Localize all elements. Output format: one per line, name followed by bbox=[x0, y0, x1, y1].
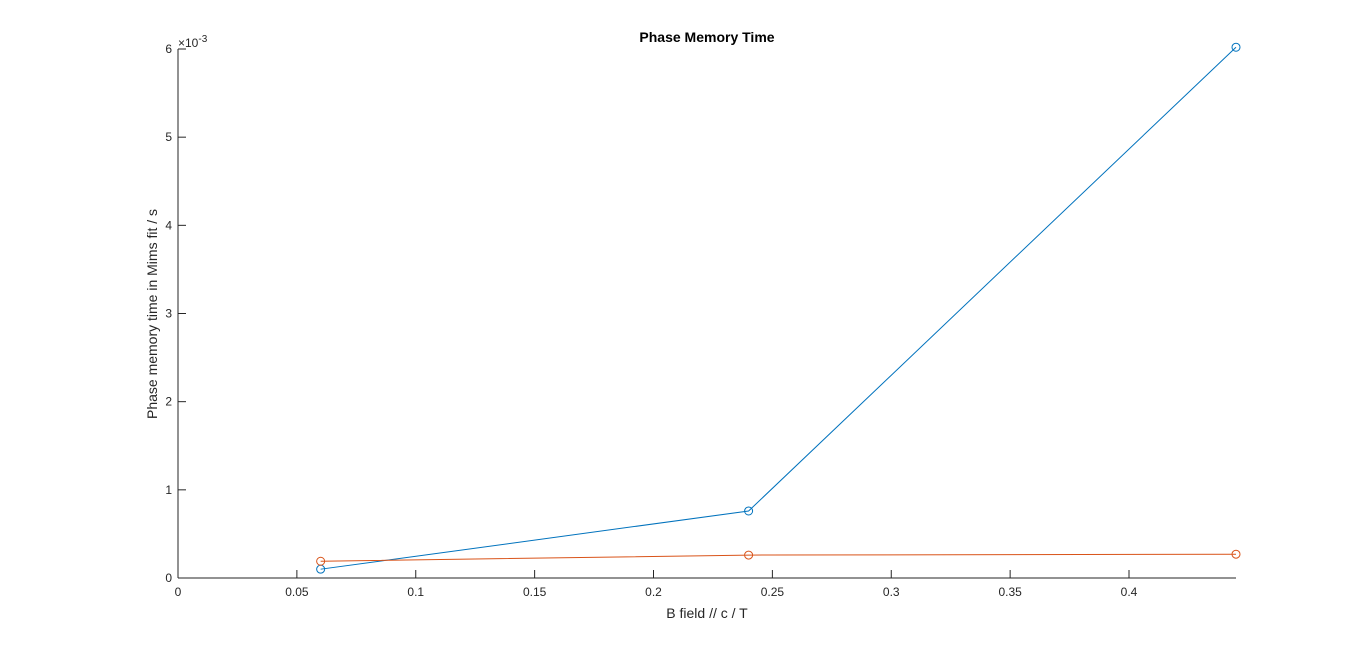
y-tick-label: 4 bbox=[165, 218, 172, 232]
y-tick-label: 5 bbox=[165, 130, 172, 144]
y-ticks: 0 1 2 3 4 5 6 bbox=[165, 42, 186, 585]
x-tick-label: 0.35 bbox=[998, 585, 1022, 599]
axes-layer bbox=[177, 49, 1236, 579]
x-tick-label: 0.25 bbox=[761, 585, 785, 599]
chart-title: Phase Memory Time bbox=[639, 29, 774, 45]
y-axis-label: Phase memory time in Mims fit / s bbox=[144, 209, 160, 419]
x-tick-label: 0.05 bbox=[285, 585, 309, 599]
x-axis-label: B field // c / T bbox=[666, 605, 748, 621]
x-tick-label: 0.3 bbox=[883, 585, 900, 599]
y-tick-label: 1 bbox=[165, 483, 172, 497]
y-exponent-label: ×10-3 bbox=[178, 34, 208, 50]
exponent-power: -3 bbox=[198, 34, 207, 45]
data-point bbox=[316, 556, 326, 566]
x-ticks: 0 0.05 0.1 0.15 0.2 0.25 0.3 0.35 0.4 bbox=[175, 570, 1138, 599]
series-layer bbox=[316, 42, 1241, 574]
series-2 bbox=[316, 549, 1241, 566]
y-tick-label: 3 bbox=[165, 307, 172, 321]
x-tick-label: 0 bbox=[175, 585, 182, 599]
x-tick-label: 0.15 bbox=[523, 585, 547, 599]
x-tick-label: 0.1 bbox=[407, 585, 424, 599]
y-tick-label: 0 bbox=[165, 571, 172, 585]
x-tick-label: 0.2 bbox=[645, 585, 662, 599]
y-tick-label: 2 bbox=[165, 395, 172, 409]
series-1 bbox=[316, 42, 1241, 574]
series-line bbox=[320, 46, 1237, 570]
series-line bbox=[320, 553, 1237, 562]
data-point bbox=[1231, 42, 1241, 52]
exponent-base: ×10 bbox=[178, 36, 199, 50]
svg-text:×10-3: ×10-3 bbox=[178, 34, 208, 50]
y-tick-label: 6 bbox=[165, 42, 172, 56]
data-point bbox=[744, 506, 754, 516]
x-tick-label: 0.4 bbox=[1121, 585, 1138, 599]
data-point bbox=[744, 550, 754, 560]
data-point bbox=[1231, 549, 1241, 559]
